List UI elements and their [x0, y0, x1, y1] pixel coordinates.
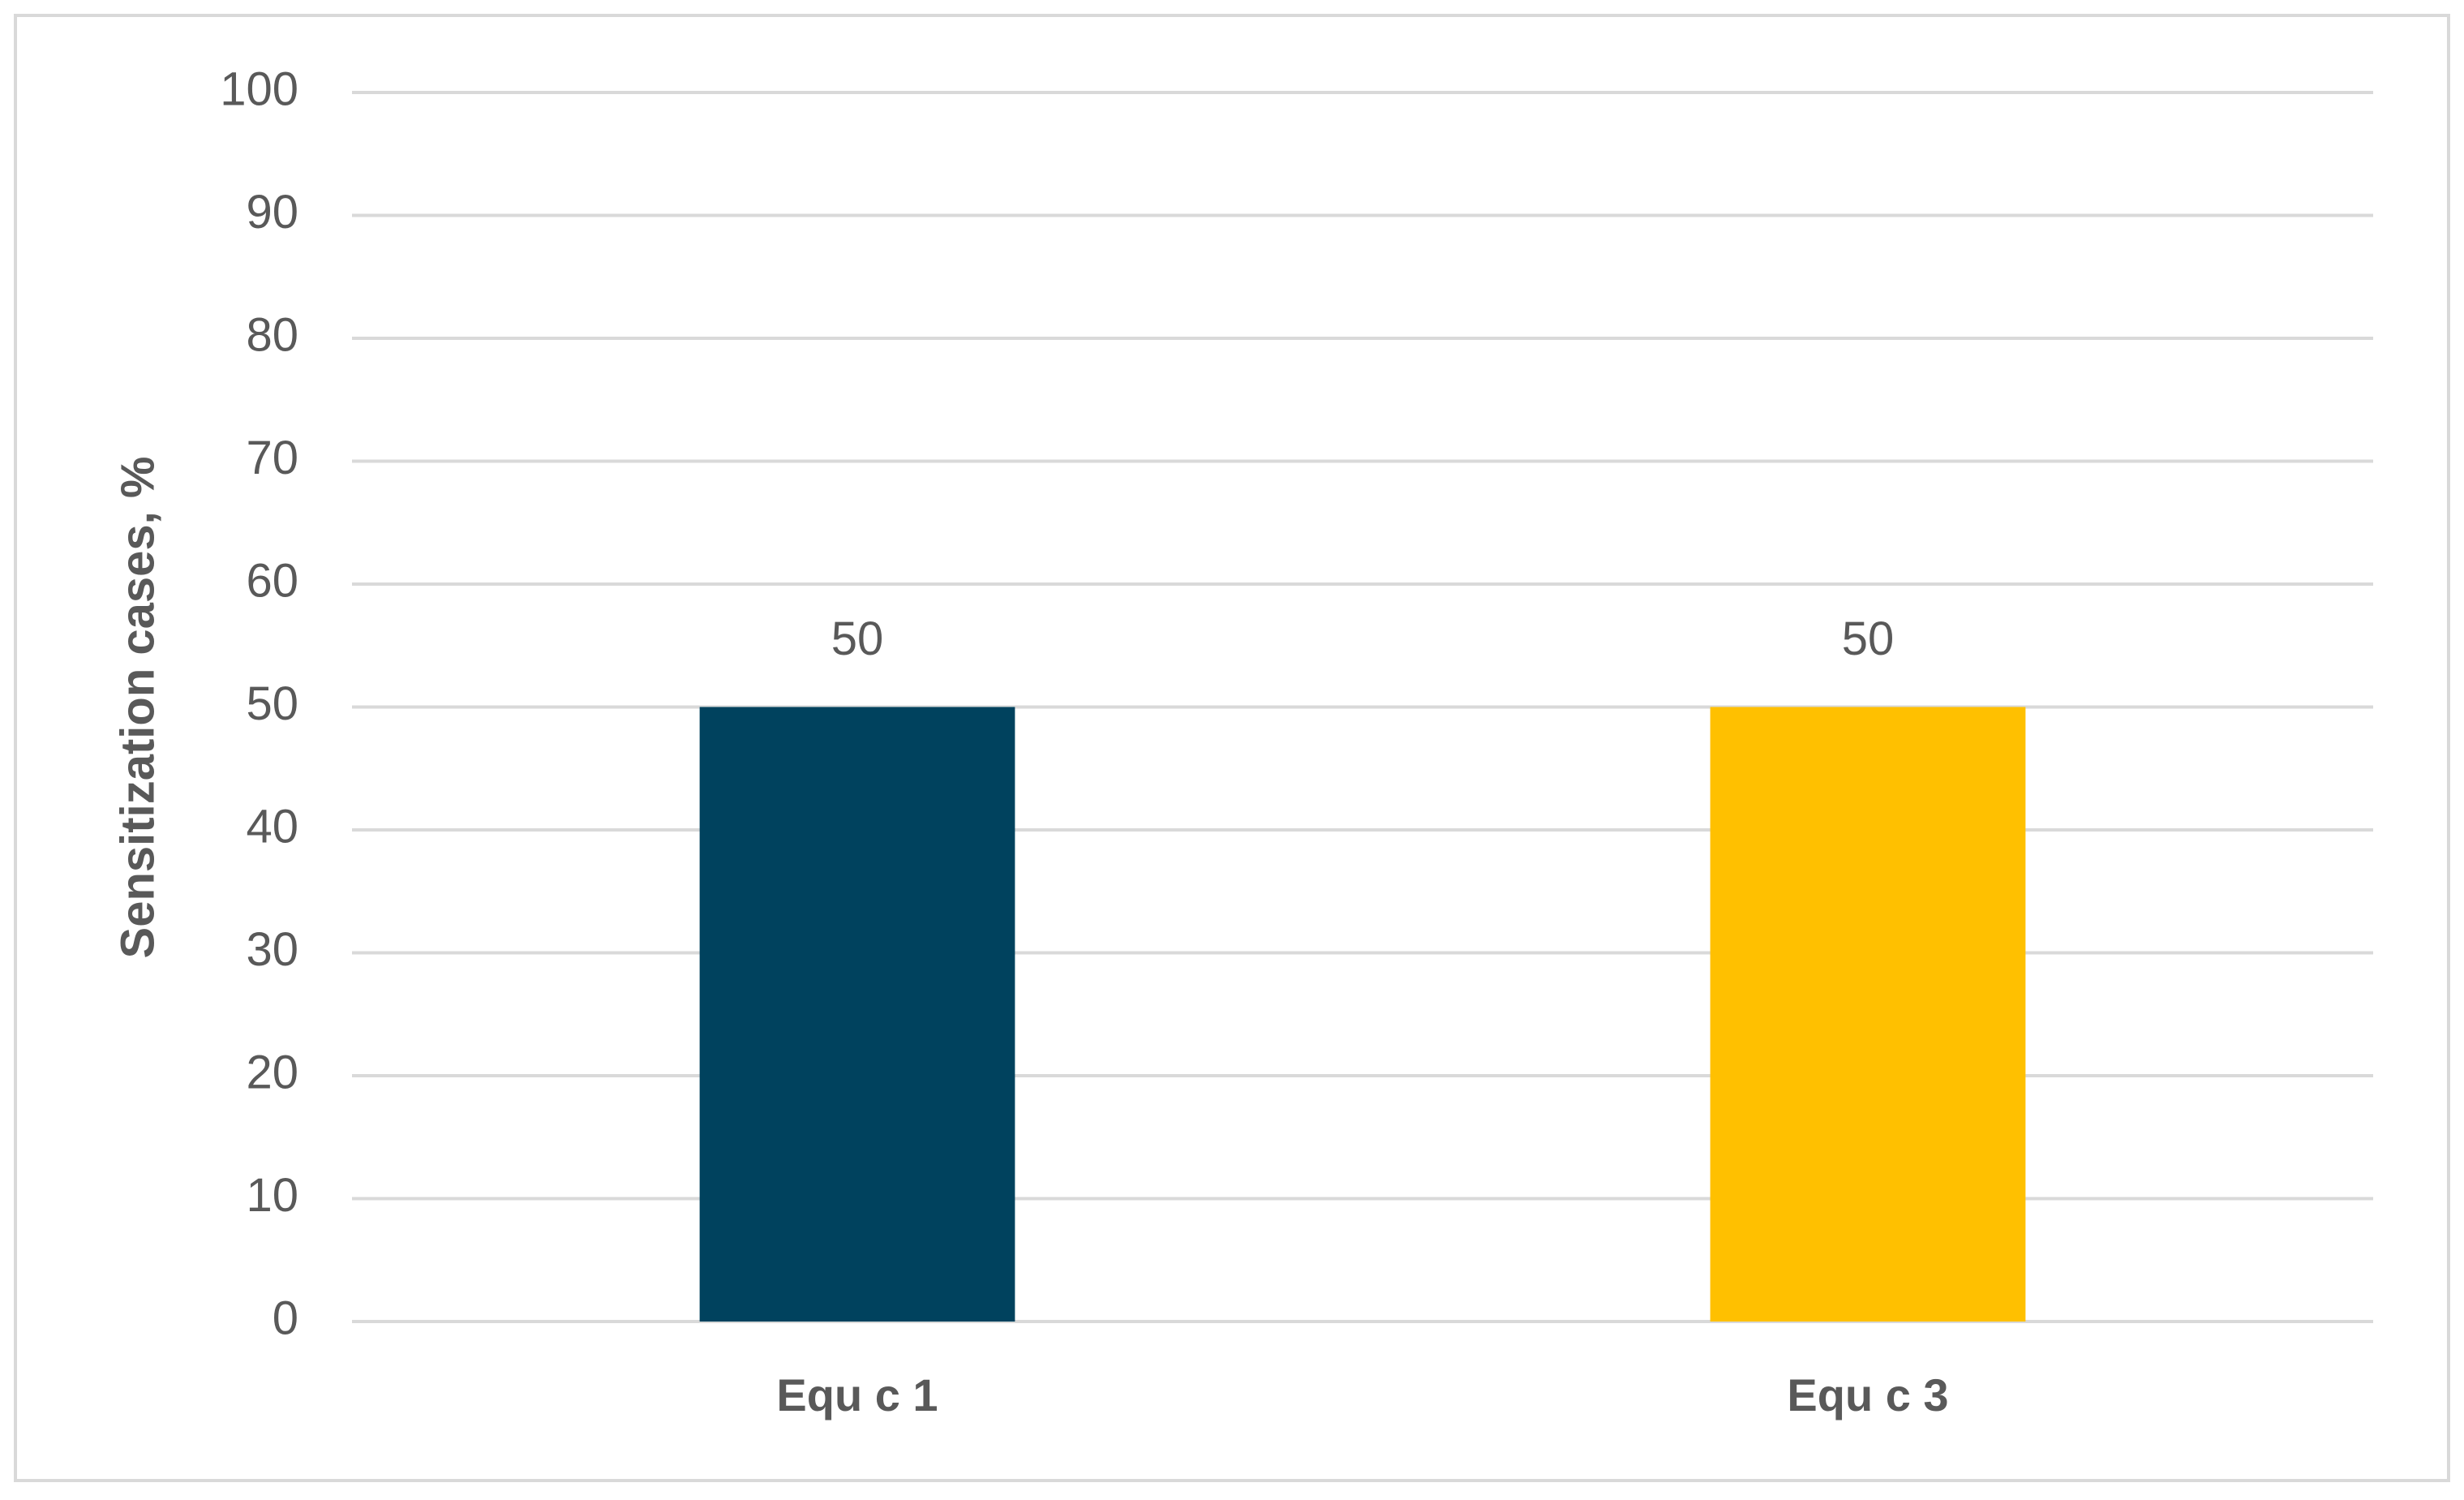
y-tick-label: 20 [246, 1046, 298, 1098]
y-tick-label: 40 [246, 800, 298, 853]
y-tick-label: 80 [246, 308, 298, 361]
y-tick-label: 30 [246, 923, 298, 976]
value-label: 50 [1842, 612, 1895, 665]
x-tick-label: Equ c 3 [1787, 1369, 1948, 1420]
bar [1710, 707, 2026, 1322]
y-tick-label: 60 [246, 554, 298, 607]
y-tick-label: 50 [246, 677, 298, 730]
y-tick-label: 70 [246, 432, 298, 484]
y-tick-label: 100 [220, 62, 298, 115]
bar [699, 707, 1015, 1322]
value-label: 50 [831, 612, 884, 665]
chart-frame [14, 14, 2450, 1482]
y-tick-label: 0 [273, 1292, 298, 1344]
y-axis-label: Sensitization cases, % [111, 457, 164, 959]
y-tick-label: 90 [246, 186, 298, 239]
y-tick-label: 10 [246, 1169, 298, 1222]
x-tick-label: Equ c 1 [776, 1369, 938, 1420]
